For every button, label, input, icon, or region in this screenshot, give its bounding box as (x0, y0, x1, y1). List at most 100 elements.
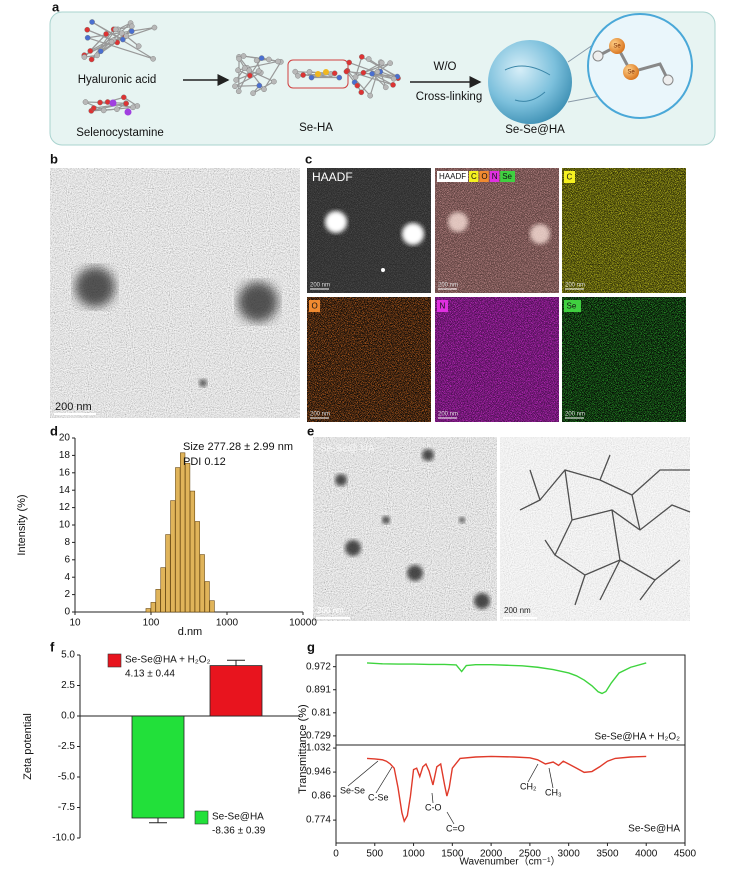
legend-chip (437, 171, 468, 182)
atom (94, 52, 100, 59)
image-label: Se-Se@HA + H₂O₂ (507, 438, 593, 449)
x-tick-label: 3000 (558, 849, 581, 860)
atom (382, 84, 389, 91)
y-axis-label: Intensity (%) (16, 494, 28, 555)
y-tick-label: 6 (64, 554, 70, 565)
noise (562, 297, 686, 422)
panel-label: c (305, 151, 312, 166)
atom (88, 56, 95, 63)
y-axis-label: Zeta potential (22, 713, 34, 780)
atom (87, 48, 94, 54)
atom (108, 39, 115, 45)
particle (345, 540, 361, 556)
atom (271, 78, 277, 85)
bar (189, 490, 196, 613)
atom (82, 99, 89, 105)
scheme-label: Hyaluronic acid (78, 74, 157, 86)
legend-label: Se-Se@HA (212, 812, 264, 823)
value-label: 4.13 ± 0.44 (125, 669, 175, 680)
legend-swatch (107, 653, 122, 668)
noise (307, 297, 431, 422)
tile-label: Se (567, 302, 577, 311)
atom (266, 56, 272, 63)
leader (446, 811, 455, 825)
particle (530, 224, 550, 244)
error-bar (149, 817, 167, 824)
y-tick-label: 20 (59, 433, 71, 444)
atom (128, 28, 135, 35)
scale-label: 200 nm (310, 283, 330, 289)
panel-label: d (50, 423, 58, 438)
bond (247, 60, 279, 69)
bond (238, 70, 250, 92)
legend-chip (479, 171, 489, 182)
atom (81, 54, 88, 60)
y-tick-label: 0.774 (306, 815, 331, 826)
particle (238, 282, 278, 322)
atom (258, 55, 265, 61)
bond (93, 102, 127, 109)
atom (662, 74, 674, 86)
leader (347, 760, 379, 787)
tile-chip (564, 171, 575, 183)
atom (128, 23, 135, 30)
panel-label: e (307, 423, 314, 438)
x-tick-label: 0 (333, 849, 339, 860)
annotation: C-Se (368, 792, 389, 802)
y-tick-label: 0.81 (312, 707, 332, 718)
bar (155, 589, 161, 613)
bond (348, 61, 394, 80)
particle (422, 449, 434, 461)
atom (114, 106, 120, 113)
atom (241, 65, 248, 71)
legend-chip (469, 171, 479, 182)
bond (263, 61, 282, 90)
bar (150, 602, 156, 613)
atom (365, 56, 372, 62)
atom (97, 99, 103, 106)
atom (236, 55, 242, 62)
tile-chip (437, 300, 448, 312)
atom (354, 82, 361, 89)
atom (336, 74, 343, 81)
y-tick-label: 0 (64, 607, 70, 618)
legend-chip (500, 171, 515, 182)
scale-label: 200 nm (317, 606, 344, 615)
atom (295, 72, 301, 79)
y-tick-label: 10 (59, 520, 71, 531)
atom (387, 60, 393, 66)
y-tick-label: 1.032 (306, 743, 331, 754)
bar (199, 554, 205, 613)
y-tick-label: 0.0 (61, 711, 75, 722)
legend-label: C (471, 172, 477, 181)
noise (435, 297, 559, 422)
atom (104, 99, 111, 105)
network-path (519, 469, 621, 601)
atom (308, 74, 315, 81)
x-tick-label: 4500 (674, 849, 697, 860)
atom (123, 33, 130, 39)
tem-image: 200 nm (50, 168, 300, 418)
bond (346, 70, 371, 97)
y-tick-label: 16 (59, 467, 71, 478)
series-label: Se-Se@HA + H₂O₂ (595, 732, 681, 743)
atom (343, 68, 350, 75)
x-tick-label: 1000 (216, 618, 239, 629)
network-path (539, 454, 691, 606)
atom (292, 68, 299, 75)
bond (363, 72, 394, 80)
atom (135, 43, 142, 49)
legend-label: N (492, 172, 498, 181)
x-tick-label: 3500 (596, 849, 619, 860)
scheme-label: Cross-linking (416, 91, 482, 103)
y-tick-label: -5.0 (58, 772, 76, 783)
panel-label: f (50, 639, 55, 654)
particle (407, 565, 423, 581)
atom-label: Se (613, 44, 621, 50)
zoom-circle (587, 13, 693, 119)
particle (459, 517, 465, 523)
atom (358, 89, 365, 96)
x-tick-label: 1500 (441, 849, 464, 860)
y-tick-label: 18 (59, 450, 71, 461)
